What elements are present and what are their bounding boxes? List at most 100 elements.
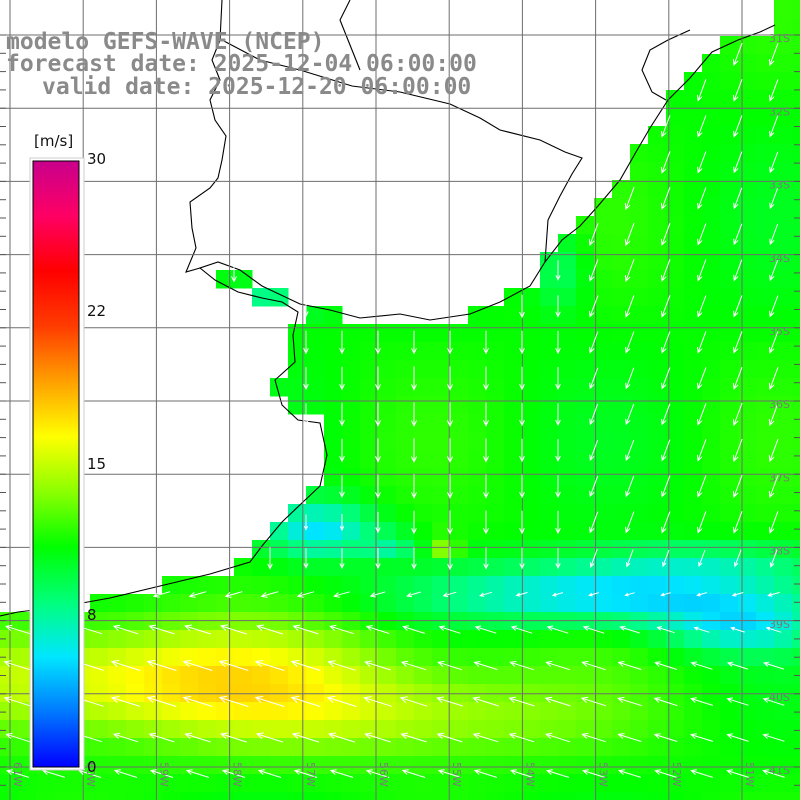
ocean-cell xyxy=(648,540,667,559)
ocean-cell xyxy=(594,738,613,757)
wind-arrow xyxy=(406,591,421,598)
ocean-cell xyxy=(630,540,649,559)
ocean-cell xyxy=(792,54,800,73)
wind-arrow xyxy=(690,733,714,742)
wind-arrow xyxy=(769,549,778,568)
wind-arrow xyxy=(479,591,492,597)
ocean-cell xyxy=(468,342,487,361)
ocean-cell xyxy=(0,720,19,739)
ocean-cell xyxy=(108,774,127,793)
ocean-cell xyxy=(792,522,800,541)
ocean-cell xyxy=(558,684,577,703)
ocean-cell xyxy=(630,342,649,361)
ocean-cell xyxy=(342,648,361,667)
wind-arrow xyxy=(365,769,390,778)
wind-arrow xyxy=(483,366,489,391)
ocean-cell xyxy=(756,198,775,217)
ocean-cell xyxy=(720,126,739,145)
ocean-cell xyxy=(792,486,800,505)
ocean-cell xyxy=(756,126,775,145)
wind-arrow xyxy=(519,438,525,463)
wind-arrow xyxy=(303,403,309,427)
ocean-cell xyxy=(612,180,631,199)
ocean-cell xyxy=(450,684,469,703)
ocean-cell xyxy=(486,522,505,541)
ocean-cell xyxy=(378,468,397,487)
ocean-cell xyxy=(540,270,559,289)
ocean-cell xyxy=(612,792,631,800)
ocean-cell xyxy=(468,720,487,739)
ocean-cell xyxy=(738,666,757,685)
wind-arrow xyxy=(768,366,779,390)
ocean-cell xyxy=(108,720,127,739)
ocean-cell xyxy=(414,396,433,415)
ocean-cell xyxy=(360,594,379,613)
ocean-cell xyxy=(306,792,325,800)
ocean-cell xyxy=(756,792,775,800)
ocean-cell xyxy=(306,378,325,397)
wind-arrow xyxy=(291,732,320,743)
ocean-cell xyxy=(432,486,451,505)
ocean-cell xyxy=(468,414,487,433)
wind-arrow xyxy=(588,592,599,597)
lon-label: 52W xyxy=(670,762,683,787)
ocean-cell xyxy=(504,792,523,800)
ocean-cell xyxy=(612,594,631,613)
wind-arrow xyxy=(112,624,139,635)
wind-arrow xyxy=(290,695,321,707)
ocean-cell xyxy=(774,432,793,451)
ocean-cell xyxy=(342,576,361,595)
ocean-cell xyxy=(90,684,109,703)
ocean-cell xyxy=(738,342,757,361)
wind-arrow xyxy=(411,330,417,355)
ocean-cell xyxy=(90,756,109,775)
ocean-cell xyxy=(684,630,703,649)
ocean-cell xyxy=(540,414,559,433)
wind-arrow xyxy=(508,696,535,707)
ocean-cell xyxy=(486,558,505,577)
ocean-cell xyxy=(378,738,397,757)
wind-arrow xyxy=(653,697,678,707)
ocean-cell xyxy=(612,774,631,793)
wind-arrow xyxy=(519,510,525,535)
ocean-cell xyxy=(324,630,343,649)
ocean-cell xyxy=(612,378,631,397)
ocean-cell xyxy=(594,666,613,685)
ocean-cell xyxy=(792,450,800,469)
ocean-cell xyxy=(360,522,379,541)
ocean-cell xyxy=(540,738,559,757)
ocean-cell xyxy=(684,702,703,721)
ocean-cell xyxy=(306,540,325,559)
lat-label: 35S xyxy=(769,325,790,338)
lon-label: 57W xyxy=(304,762,317,787)
wind-arrow xyxy=(654,769,677,778)
ocean-cell xyxy=(666,90,685,109)
ocean-cell xyxy=(684,108,703,127)
ocean-cell xyxy=(756,774,775,793)
ocean-cell xyxy=(108,756,127,775)
wind-arrow xyxy=(339,402,345,427)
wind-arrow xyxy=(768,438,779,463)
ocean-cell xyxy=(396,612,415,631)
wind-arrow xyxy=(732,42,743,66)
ocean-cell xyxy=(630,594,649,613)
wind-arrow xyxy=(731,592,744,597)
ocean-cell xyxy=(594,540,613,559)
coastline-south-america xyxy=(0,24,776,617)
wind-arrow xyxy=(697,295,707,318)
wind-arrow xyxy=(188,591,207,598)
ocean-cell xyxy=(630,144,649,163)
ocean-cell xyxy=(558,756,577,775)
wind-arrow xyxy=(339,366,345,391)
ocean-cell xyxy=(414,432,433,451)
ocean-cell xyxy=(432,540,451,559)
ocean-cell xyxy=(702,684,721,703)
ocean-cell xyxy=(234,720,253,739)
ocean-cell xyxy=(666,162,685,181)
ocean-cell xyxy=(468,558,487,577)
wind-arrow xyxy=(185,769,210,778)
ocean-cell xyxy=(270,378,289,397)
ocean-cell xyxy=(558,774,577,793)
